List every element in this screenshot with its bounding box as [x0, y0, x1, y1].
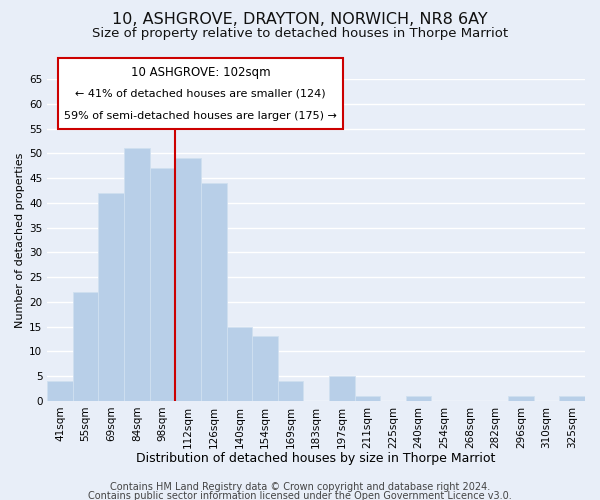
Text: ← 41% of detached houses are smaller (124): ← 41% of detached houses are smaller (12…	[75, 88, 326, 99]
Bar	[47, 381, 73, 401]
Bar	[329, 376, 355, 401]
Text: Contains public sector information licensed under the Open Government Licence v3: Contains public sector information licen…	[88, 491, 512, 500]
Text: 10 ASHGROVE: 102sqm: 10 ASHGROVE: 102sqm	[131, 66, 271, 78]
Bar	[98, 193, 124, 401]
Text: 10, ASHGROVE, DRAYTON, NORWICH, NR8 6AY: 10, ASHGROVE, DRAYTON, NORWICH, NR8 6AY	[112, 12, 488, 28]
Bar	[227, 326, 252, 401]
Bar	[73, 292, 98, 401]
Text: Contains HM Land Registry data © Crown copyright and database right 2024.: Contains HM Land Registry data © Crown c…	[110, 482, 490, 492]
Bar	[201, 183, 227, 401]
FancyBboxPatch shape	[58, 58, 343, 129]
Bar	[278, 381, 304, 401]
Bar	[406, 396, 431, 401]
Bar	[559, 396, 585, 401]
Text: 59% of semi-detached houses are larger (175) →: 59% of semi-detached houses are larger (…	[64, 111, 337, 121]
Bar	[124, 148, 150, 401]
Bar	[355, 396, 380, 401]
Bar	[252, 336, 278, 401]
Bar	[508, 396, 534, 401]
Bar	[175, 158, 201, 401]
Y-axis label: Number of detached properties: Number of detached properties	[15, 152, 25, 328]
Bar	[150, 168, 175, 401]
Text: Size of property relative to detached houses in Thorpe Marriot: Size of property relative to detached ho…	[92, 28, 508, 40]
X-axis label: Distribution of detached houses by size in Thorpe Marriot: Distribution of detached houses by size …	[136, 452, 496, 465]
